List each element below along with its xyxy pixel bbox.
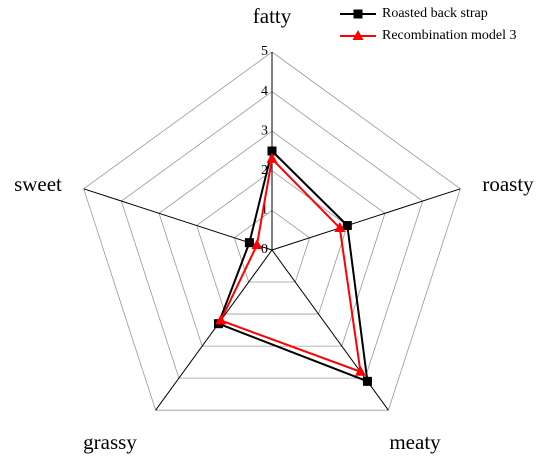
r-tick-label: 1 xyxy=(261,203,268,218)
marker xyxy=(267,146,277,156)
grid-ring xyxy=(120,91,424,379)
marker xyxy=(362,376,372,386)
grid-ring xyxy=(83,51,461,411)
legend-label: Roasted back strap xyxy=(382,6,488,21)
marker xyxy=(354,365,366,376)
series-line xyxy=(217,149,369,383)
category-label: fatty xyxy=(253,4,292,28)
r-tick-label: 3 xyxy=(261,123,268,138)
axis-spoke xyxy=(271,249,389,411)
axis-spoke xyxy=(83,188,273,251)
grid-ring xyxy=(233,209,311,283)
axis-spoke xyxy=(271,188,461,251)
category-label: grassy xyxy=(83,430,137,454)
marker xyxy=(334,221,346,232)
marker xyxy=(352,30,364,40)
grid-ring xyxy=(158,130,386,347)
category-label: roasty xyxy=(482,172,534,196)
grid-ring xyxy=(196,170,348,315)
marker xyxy=(251,239,263,250)
r-tick-label: 0 xyxy=(261,242,268,257)
legend-label: Recombination model 3 xyxy=(382,28,517,43)
r-tick-label: 4 xyxy=(261,84,268,99)
series-line xyxy=(219,156,362,374)
marker xyxy=(342,221,352,231)
marker xyxy=(244,238,254,248)
r-tick-label: 5 xyxy=(261,44,268,59)
axis-spoke xyxy=(155,249,273,411)
marker xyxy=(215,314,227,325)
marker xyxy=(353,9,363,19)
r-tick-label: 2 xyxy=(261,163,268,178)
category-label: sweet xyxy=(14,172,62,196)
category-label: meaty xyxy=(389,430,441,454)
marker xyxy=(266,152,278,163)
